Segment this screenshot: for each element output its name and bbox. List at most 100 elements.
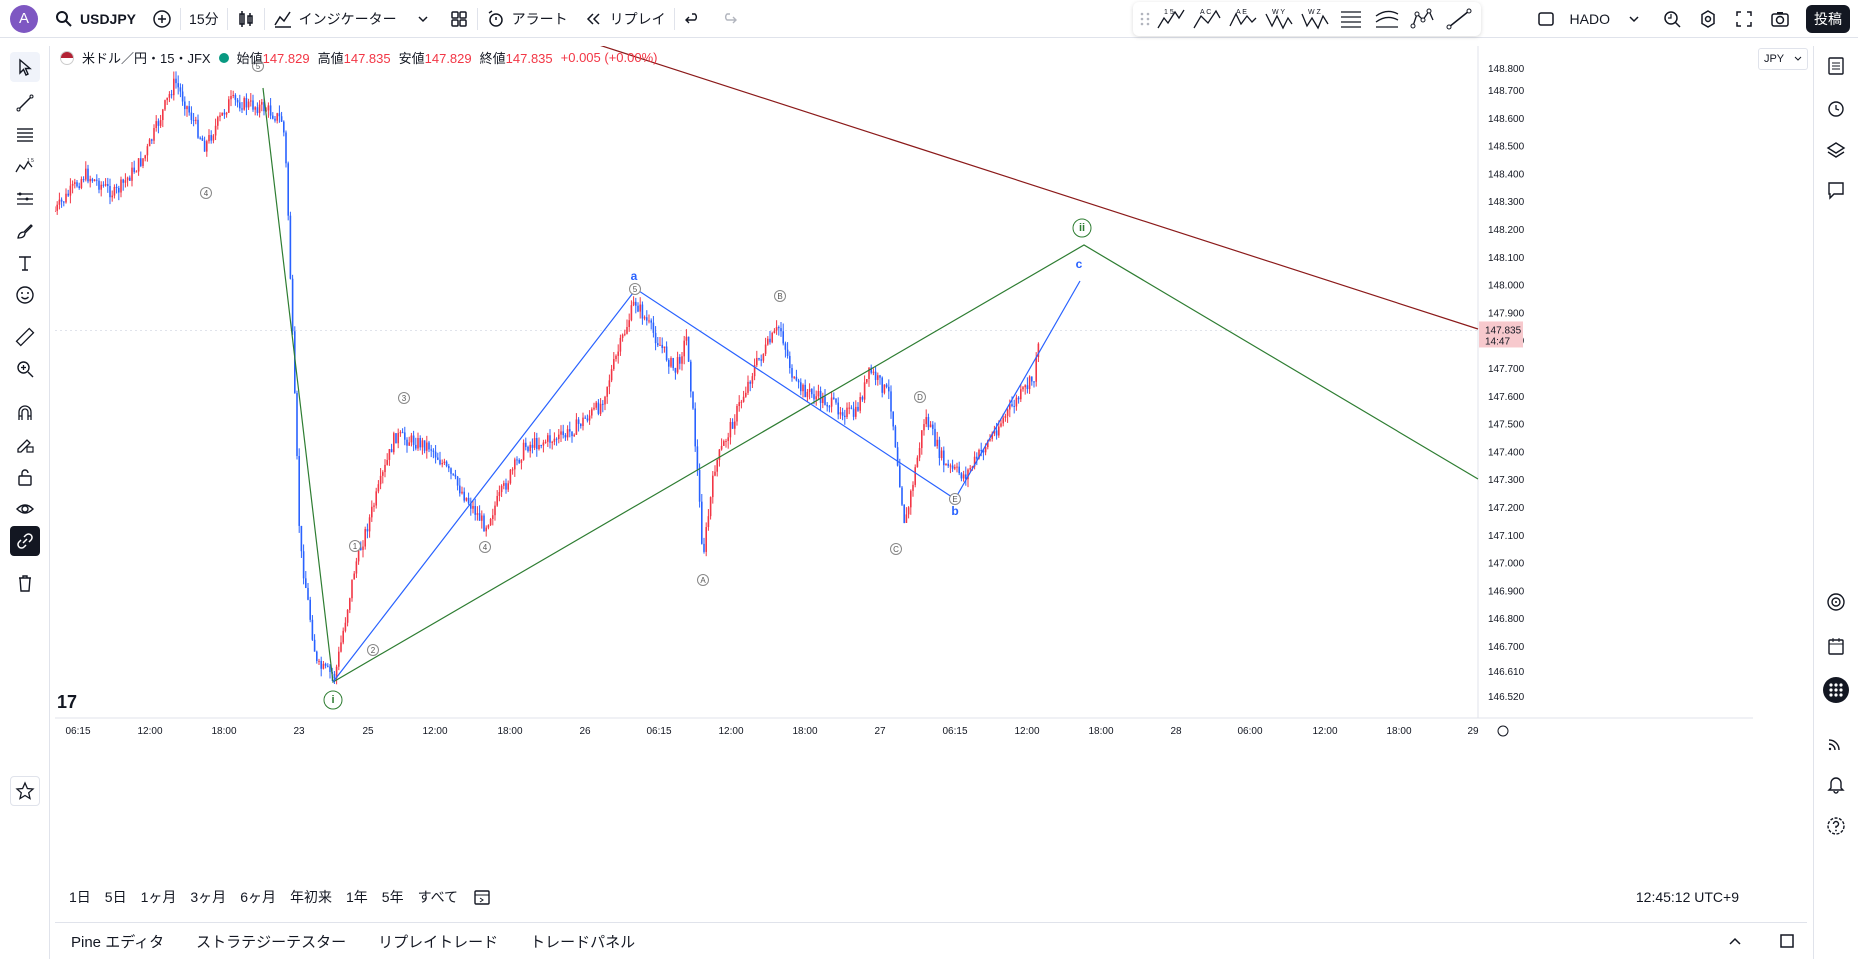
emoji-tool[interactable] xyxy=(10,280,40,310)
tab-strategy-tester[interactable]: ストラテジーテスター xyxy=(196,933,347,951)
indicators-dropdown[interactable] xyxy=(405,0,441,38)
candle-body xyxy=(610,369,613,381)
delete-tool[interactable] xyxy=(10,568,40,598)
text-tool[interactable] xyxy=(10,248,40,278)
candle-body xyxy=(437,457,439,460)
rectangle-icon[interactable] xyxy=(1536,9,1556,29)
candle-body xyxy=(938,439,941,459)
candle-body xyxy=(751,376,754,384)
interval-button[interactable]: 15分 xyxy=(189,10,219,27)
lock-icon xyxy=(18,469,32,486)
indicators-button[interactable]: インジケーター xyxy=(265,0,405,38)
range-3m[interactable]: 3ヶ月 xyxy=(190,889,227,905)
drag-handle-icon[interactable] xyxy=(1139,6,1151,32)
magnet-tool[interactable] xyxy=(10,398,40,428)
price-chart[interactable]: 148.800 148.700 148.600 148.500 148.400 148.3… xyxy=(55,46,1753,851)
object-tree-button[interactable] xyxy=(1820,134,1852,166)
compare-button[interactable] xyxy=(144,0,180,38)
camera-icon[interactable] xyxy=(1770,9,1790,29)
alert-button[interactable]: アラート xyxy=(478,0,576,38)
candle-body xyxy=(184,101,186,110)
tab-trading-panel[interactable]: トレードパネル xyxy=(530,933,636,951)
horizontal-lines-icon[interactable] xyxy=(1335,6,1367,32)
candle-body xyxy=(107,184,109,186)
cursor-tool[interactable] xyxy=(10,52,40,82)
range-1d[interactable]: 1日 xyxy=(69,889,91,905)
chart-type-button[interactable] xyxy=(228,0,264,38)
symbol-title[interactable]: 米ドル／円・15・JFX xyxy=(82,51,211,66)
alerts-button[interactable] xyxy=(1820,92,1852,124)
range-5d[interactable]: 5日 xyxy=(104,889,127,905)
sync-drawings-tool[interactable] xyxy=(10,526,40,556)
range-ytd[interactable]: 年初来 xyxy=(289,889,332,905)
help-button[interactable] xyxy=(1820,810,1852,842)
elliott-double-combo-icon[interactable]: W Y xyxy=(1263,6,1295,32)
undo-button[interactable] xyxy=(675,0,711,38)
redo-button[interactable] xyxy=(711,0,747,38)
currency-selector[interactable]: JPY xyxy=(1758,48,1808,70)
favorites-tool[interactable] xyxy=(10,776,40,806)
parallel-channel-icon[interactable] xyxy=(1371,6,1403,32)
chat-button[interactable] xyxy=(1820,174,1852,206)
smiley-icon xyxy=(16,286,34,304)
products-button[interactable] xyxy=(1820,674,1852,706)
elliott-triple-combo-icon[interactable]: W Z xyxy=(1299,6,1331,32)
hide-drawings-tool[interactable] xyxy=(10,494,40,524)
brush-tool[interactable] xyxy=(10,216,40,246)
candle-body xyxy=(696,446,699,470)
stream-button[interactable] xyxy=(1820,726,1852,758)
fib-tool[interactable] xyxy=(10,120,40,150)
candle-body xyxy=(305,578,307,588)
trend-line-icon xyxy=(16,94,34,112)
candle-body xyxy=(140,158,142,166)
fullscreen-icon[interactable] xyxy=(1734,9,1754,29)
range-all[interactable]: すべて xyxy=(417,889,459,905)
clock[interactable]: 12:45:12 UTC+9 xyxy=(1635,889,1739,905)
range-6m[interactable]: 6ヶ月 xyxy=(240,889,276,905)
chevron-up-icon[interactable] xyxy=(1725,931,1745,951)
user-avatar[interactable]: A xyxy=(10,4,38,33)
candle-body xyxy=(1000,423,1002,427)
notifications-button[interactable] xyxy=(1820,768,1852,800)
chevron-down-icon[interactable] xyxy=(1624,9,1644,29)
range-1y[interactable]: 1年 xyxy=(345,889,368,905)
layouts-button[interactable] xyxy=(441,0,477,38)
candle-body xyxy=(538,444,540,450)
wave-label: 4 xyxy=(204,189,209,198)
candle-body xyxy=(390,449,393,453)
tab-pine-editor[interactable]: Pine エディタ xyxy=(71,933,165,951)
trend-line-icon[interactable] xyxy=(1443,6,1475,32)
candle-body xyxy=(639,304,641,312)
range-5y[interactable]: 5年 xyxy=(381,889,404,905)
goto-date-icon[interactable] xyxy=(472,887,492,907)
elliott-impulse-icon[interactable]: 1 5 xyxy=(1155,6,1187,32)
watchlist-button[interactable] xyxy=(1820,50,1852,82)
quick-search-icon[interactable] xyxy=(1662,9,1682,29)
measure-tool[interactable] xyxy=(10,322,40,352)
candle-body xyxy=(791,368,793,378)
pattern-icon[interactable] xyxy=(1407,6,1439,32)
lock-drawing-tool[interactable] xyxy=(10,430,40,460)
zoom-tool[interactable] xyxy=(10,354,40,384)
elliott-correction-icon[interactable]: A C xyxy=(1191,6,1223,32)
projection-tool[interactable] xyxy=(10,184,40,214)
layout-name-button[interactable]: HADO xyxy=(1569,11,1610,27)
hotlists-button[interactable] xyxy=(1820,586,1852,618)
candle-body xyxy=(879,375,881,378)
pattern-tool[interactable]: 1 5 xyxy=(10,152,40,182)
candle-body xyxy=(595,402,597,408)
range-1m[interactable]: 1ヶ月 xyxy=(140,889,177,905)
candle-body xyxy=(690,361,692,392)
calendar-button[interactable] xyxy=(1820,630,1852,662)
tab-replay-trading[interactable]: リプレイトレード xyxy=(378,933,499,951)
maximize-icon[interactable] xyxy=(1777,931,1797,951)
elliott-triangle-icon[interactable]: A E xyxy=(1227,6,1259,32)
candle-body xyxy=(474,505,476,515)
publish-button[interactable]: 投稿 xyxy=(1806,5,1850,33)
replay-button[interactable]: リプレイ xyxy=(576,0,674,38)
symbol-search[interactable]: USDJPY xyxy=(46,0,144,38)
lock-all-tool[interactable] xyxy=(10,462,40,492)
settings-gear-icon[interactable] xyxy=(1698,9,1718,29)
candle-body xyxy=(63,201,65,203)
trend-line-tool[interactable] xyxy=(10,88,40,118)
